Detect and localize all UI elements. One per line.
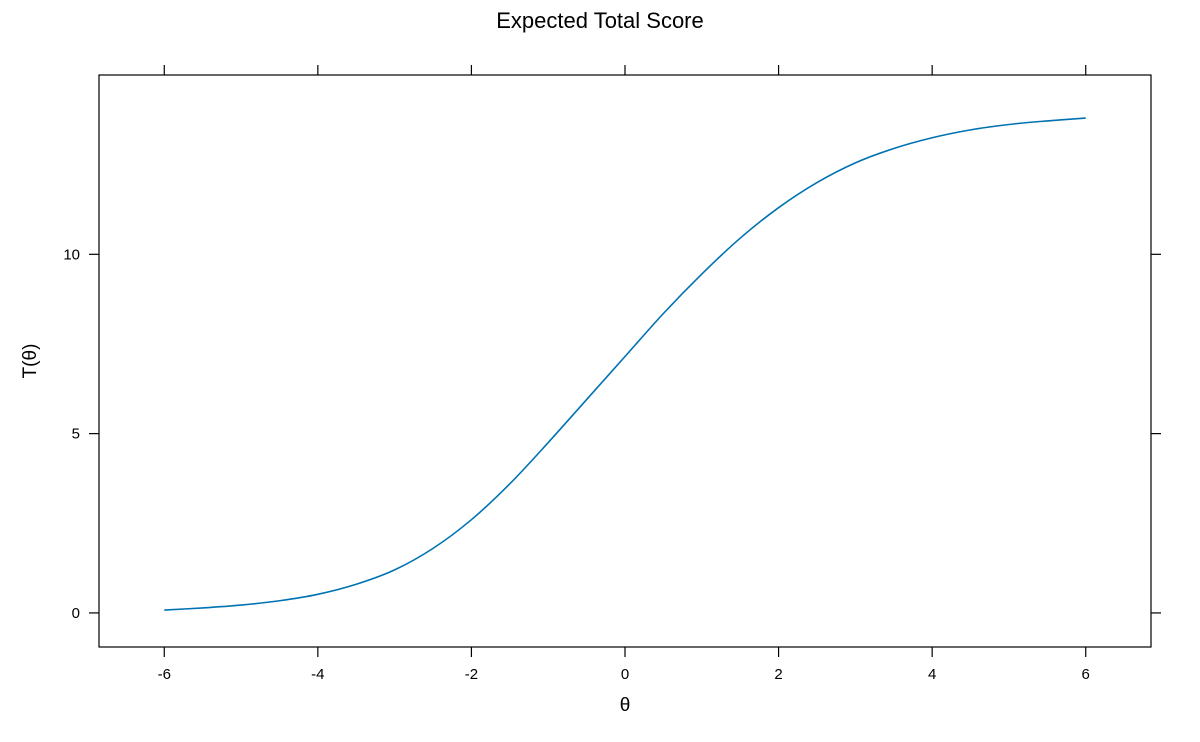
series-layer bbox=[164, 117, 1086, 611]
chart-title: Expected Total Score bbox=[496, 8, 704, 33]
x-axis-top-ticks bbox=[163, 65, 1087, 75]
expected-score-curve bbox=[164, 117, 1086, 611]
x-axis-bottom-ticks: -6 -4 -2 0 2 4 6 bbox=[158, 647, 1090, 683]
y-axis-label: T(θ) bbox=[20, 344, 41, 379]
y-tick-label: 5 bbox=[72, 426, 80, 443]
y-axis-left-ticks: 0 5 10 bbox=[63, 246, 99, 622]
x-tick-label: 4 bbox=[928, 666, 936, 683]
plot-frame bbox=[98, 74, 1152, 648]
y-axis-right-ticks bbox=[1151, 253, 1161, 614]
x-tick-label: -2 bbox=[465, 666, 478, 683]
x-tick-label: -6 bbox=[158, 666, 171, 683]
x-tick-label: 6 bbox=[1082, 666, 1090, 683]
x-tick-label: 2 bbox=[774, 666, 782, 683]
y-tick-label: 0 bbox=[72, 605, 80, 622]
x-tick-label: -4 bbox=[311, 666, 324, 683]
x-axis-label: θ bbox=[620, 695, 631, 716]
y-tick-label: 10 bbox=[63, 246, 80, 263]
x-tick-label: 0 bbox=[621, 666, 629, 683]
